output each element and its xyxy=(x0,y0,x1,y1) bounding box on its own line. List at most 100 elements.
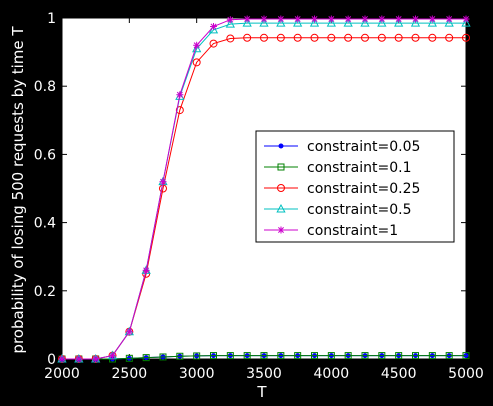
data-point xyxy=(225,19,235,28)
data-point xyxy=(394,18,404,27)
y-ticks: 0 0.2 0.4 0.6 0.8 1 xyxy=(34,11,466,368)
data-point xyxy=(343,18,353,27)
data-point xyxy=(125,328,133,336)
data-point xyxy=(125,354,133,362)
data-point xyxy=(327,15,335,23)
data-point xyxy=(445,33,454,42)
y-tick-label: 0.2 xyxy=(34,284,56,300)
data-point xyxy=(193,41,201,49)
data-point xyxy=(276,18,286,27)
data-point xyxy=(243,352,251,360)
y-tick-label: 0.8 xyxy=(34,79,56,95)
star-stroke xyxy=(193,42,200,49)
star-stroke xyxy=(395,16,402,23)
star-stroke xyxy=(311,16,318,23)
legend-marker xyxy=(277,226,285,234)
series-4 xyxy=(58,15,470,363)
data-point xyxy=(193,352,201,360)
data-point xyxy=(311,352,318,360)
star-stroke xyxy=(92,356,99,362)
x-axis-label: T xyxy=(256,383,267,401)
x-tick-label: 5000 xyxy=(448,366,484,382)
data-point xyxy=(412,15,419,23)
data-point xyxy=(310,33,319,42)
data-point xyxy=(361,33,369,42)
legend: constraint=0.05 constraint=0.1 constraint=… xyxy=(255,130,455,243)
data-point xyxy=(410,18,421,27)
data-point xyxy=(192,58,201,67)
data-point xyxy=(92,355,100,363)
data-point xyxy=(176,352,184,360)
x-tick-label: 3500 xyxy=(246,366,282,382)
data-point xyxy=(445,15,453,23)
legend-item: constraint=0.25 xyxy=(264,181,420,197)
data-point xyxy=(344,33,353,42)
data-point xyxy=(109,352,116,360)
data-point xyxy=(75,355,83,363)
data-point xyxy=(361,15,369,23)
data-point xyxy=(293,18,303,27)
data-point xyxy=(226,34,235,43)
star-stroke xyxy=(277,16,284,23)
x-tick-label: 3000 xyxy=(179,366,215,382)
data-point xyxy=(309,18,320,27)
star-stroke xyxy=(227,16,234,23)
data-point xyxy=(192,43,202,53)
data-point xyxy=(260,33,268,42)
legend-label: constraint=0.1 xyxy=(307,160,412,176)
data-point xyxy=(344,352,352,360)
data-point xyxy=(210,352,217,360)
legend-marker xyxy=(277,184,285,192)
legend-marker xyxy=(277,163,285,171)
data-point xyxy=(377,33,386,42)
star-stroke xyxy=(429,16,436,23)
data-point xyxy=(243,15,251,23)
star-stroke xyxy=(362,16,368,23)
star-stroke xyxy=(75,356,82,362)
series-1 xyxy=(58,352,470,363)
data-point xyxy=(175,106,184,115)
data-point xyxy=(428,15,436,23)
star-stroke xyxy=(261,16,267,23)
data-point xyxy=(412,352,419,360)
data-point xyxy=(294,352,302,360)
star-stroke xyxy=(109,352,116,359)
data-point xyxy=(277,15,285,23)
star-stroke xyxy=(160,178,166,185)
data-point xyxy=(276,33,285,42)
data-point xyxy=(327,352,335,360)
data-point xyxy=(142,354,150,362)
star-stroke xyxy=(328,16,335,23)
data-point xyxy=(293,33,302,42)
data-point xyxy=(344,15,352,23)
legend-marker xyxy=(278,143,284,149)
data-point xyxy=(445,352,453,360)
star-stroke xyxy=(244,16,251,23)
data-point xyxy=(259,18,269,27)
data-point xyxy=(462,15,470,23)
star-stroke xyxy=(446,16,453,23)
data-point xyxy=(260,352,268,360)
star-stroke xyxy=(126,328,133,335)
data-point xyxy=(461,18,471,27)
data-point xyxy=(428,352,436,360)
y-axis-label: probability of losing 500 requests by ti… xyxy=(9,26,27,354)
series-group xyxy=(57,15,471,363)
legend-item: constraint=0.1 xyxy=(264,160,412,176)
data-point xyxy=(428,33,437,42)
x-tick-label: 4500 xyxy=(381,366,417,382)
data-point xyxy=(462,352,470,360)
data-point xyxy=(361,352,369,360)
star-stroke xyxy=(210,23,217,30)
legend-item: constraint=0.05 xyxy=(264,139,420,155)
data-point xyxy=(58,355,66,363)
legend-item: constraint=1 xyxy=(264,223,398,239)
star-stroke xyxy=(294,16,301,23)
y-tick-label: 0.6 xyxy=(34,147,56,163)
series-line xyxy=(62,355,466,360)
data-point xyxy=(395,352,403,360)
data-point xyxy=(444,18,454,27)
data-point xyxy=(159,178,167,186)
data-point xyxy=(176,91,184,99)
